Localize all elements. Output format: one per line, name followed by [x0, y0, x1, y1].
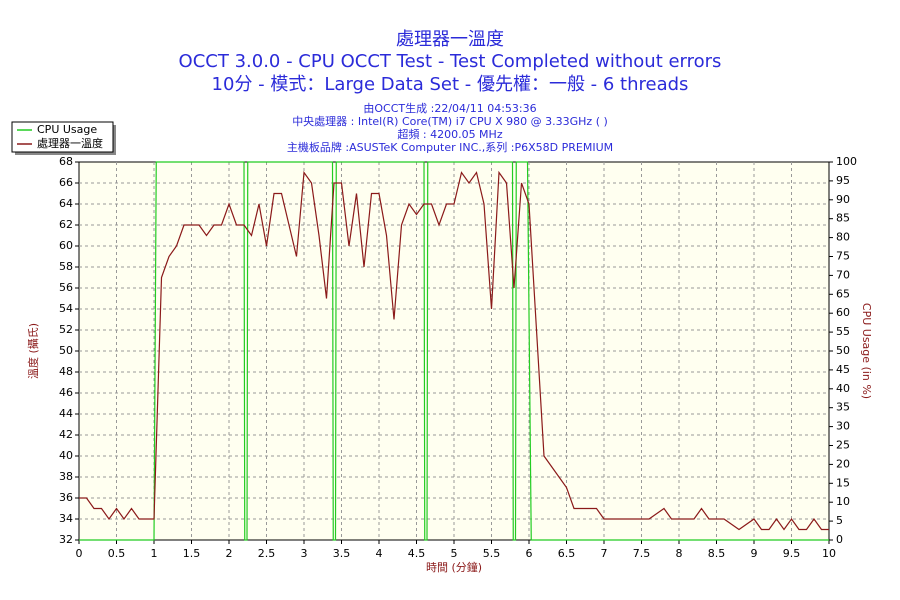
legend-label: 處理器一溫度 [37, 136, 103, 150]
y2-tick-label: 100 [836, 155, 857, 168]
info-line: 超頻 : 4200.05 MHz [397, 127, 502, 141]
x-tick-label: 4.5 [408, 547, 426, 560]
x-tick-label: 10 [822, 547, 836, 560]
x-tick-label: 3 [301, 547, 308, 560]
y2-tick-label: 45 [836, 363, 850, 376]
info-line: 中央處理器 : Intel(R) Core(TM) i7 CPU X 980 @… [292, 114, 608, 128]
y-tick-label: 36 [59, 491, 73, 504]
y2-tick-label: 30 [836, 420, 850, 433]
series-line [79, 170, 829, 531]
y2-tick-label: 80 [836, 231, 850, 244]
y-tick-label: 58 [59, 260, 73, 273]
x-tick-label: 8 [676, 547, 683, 560]
y2-tick-label: 10 [836, 495, 850, 508]
x-tick-label: 9 [751, 547, 758, 560]
y2-tick-label: 0 [836, 533, 843, 546]
y2-tick-label: 25 [836, 439, 850, 452]
y-tick-label: 46 [59, 386, 73, 399]
legend-label: CPU Usage [37, 123, 97, 136]
y2-tick-label: 85 [836, 212, 850, 225]
y-tick-label: 34 [59, 512, 73, 525]
y2-tick-label: 50 [836, 344, 850, 357]
series-line [79, 161, 829, 541]
x-tick-label: 6 [526, 547, 533, 560]
y2-tick-label: 55 [836, 325, 850, 338]
x-tick-label: 3.5 [333, 547, 351, 560]
x-tick-label: 2.5 [258, 547, 276, 560]
y2-tick-label: 95 [836, 174, 850, 187]
x-tick-label: 0 [76, 547, 83, 560]
y2-tick-label: 40 [836, 382, 850, 395]
legend-box [11, 121, 114, 153]
x-tick-label: 4 [376, 547, 383, 560]
y-tick-label: 32 [59, 533, 73, 546]
y2-tick-label: 70 [836, 268, 850, 281]
y-axis-label: 溫度 (攝氏) [26, 323, 40, 379]
y2-tick-label: 15 [836, 476, 850, 489]
y2-tick-label: 75 [836, 250, 850, 263]
x-tick-label: 7.5 [633, 547, 651, 560]
x-tick-label: 0.5 [108, 547, 126, 560]
y-tick-label: 42 [59, 428, 73, 441]
x-tick-label: 9.5 [783, 547, 801, 560]
chart-subtitle: 10分 - 模式：Large Data Set - 優先權：一般 - 6 thr… [212, 74, 689, 95]
y-tick-label: 62 [59, 218, 73, 231]
y-tick-label: 56 [59, 281, 73, 294]
y2-tick-label: 35 [836, 401, 850, 414]
y-tick-label: 44 [59, 407, 73, 420]
y-tick-label: 40 [59, 449, 73, 462]
y-tick-label: 52 [59, 323, 73, 336]
y2-axis-label: CPU Usage (in %) [860, 303, 873, 399]
y-tick-label: 50 [59, 344, 73, 357]
x-tick-label: 5.5 [483, 547, 501, 560]
x-tick-label: 8.5 [708, 547, 726, 560]
y-tick-label: 38 [59, 470, 73, 483]
x-tick-label: 1 [151, 547, 158, 560]
info-line: 主機板品牌 :ASUSTeK Computer INC.,系列 :P6X58D … [287, 140, 613, 154]
y2-tick-label: 90 [836, 193, 850, 206]
y-tick-label: 68 [59, 155, 73, 168]
x-tick-label: 1.5 [183, 547, 201, 560]
y-tick-label: 60 [59, 239, 73, 252]
x-tick-label: 7 [601, 547, 608, 560]
y2-tick-label: 5 [836, 514, 843, 527]
y2-tick-label: 60 [836, 306, 850, 319]
y-tick-label: 48 [59, 365, 73, 378]
y-tick-label: 64 [59, 197, 73, 210]
info-line: 由OCCT生成 :22/04/11 04:53:36 [363, 101, 536, 115]
y-tick-label: 54 [59, 302, 73, 315]
chart-title: 處理器一溫度 [396, 29, 504, 50]
x-axis-label: 時間 (分鐘) [426, 560, 482, 574]
x-tick-label: 6.5 [558, 547, 576, 560]
y2-tick-label: 65 [836, 287, 850, 300]
y-tick-label: 66 [59, 176, 73, 189]
x-tick-label: 5 [451, 547, 458, 560]
y2-tick-label: 20 [836, 457, 850, 470]
chart-subtitle: OCCT 3.0.0 - CPU OCCT Test - Test Comple… [179, 51, 722, 72]
x-tick-label: 2 [226, 547, 233, 560]
